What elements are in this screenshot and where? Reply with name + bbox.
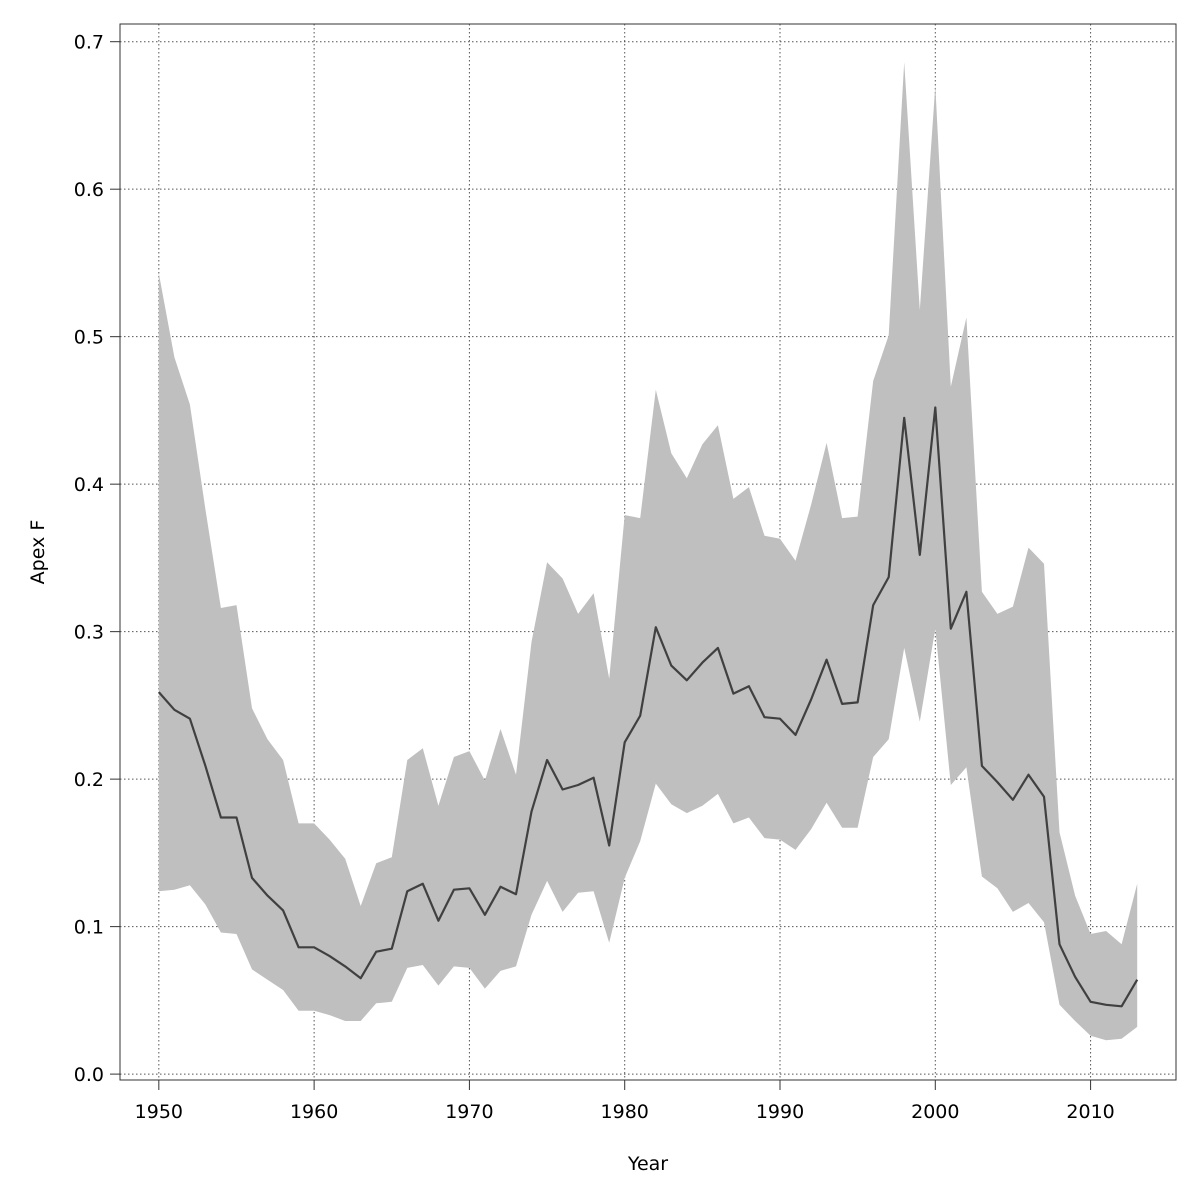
y-tick-label: 0.5 [74,327,104,349]
x-tick-label: 1990 [756,1101,804,1123]
x-tick-label: 2010 [1066,1101,1114,1123]
y-tick-label: 0.3 [74,622,104,644]
x-axis-title: Year [627,1153,668,1175]
y-tick-label: 0.1 [74,917,104,939]
confidence-band [158,62,1138,1041]
x-tick-label: 2000 [911,1101,959,1123]
y-tick-label: 0.0 [74,1064,104,1086]
axes: 1950 1960 1970 1980 1990 2000 2010 0.0 0.1 0.2 0.3… [74,32,1115,1123]
y-axis-title: Apex F [27,520,49,585]
y-tick-label: 0.7 [74,32,104,54]
y-tick-label: 0.2 [74,769,104,791]
plot-frame [119,23,1177,1081]
x-tick-label: 1950 [135,1101,183,1123]
x-tick-label: 1980 [601,1101,649,1123]
y-tick-label: 0.4 [74,474,104,496]
x-tick-label: 1960 [290,1101,338,1123]
x-tick-label: 1970 [445,1101,493,1123]
apex-f-line [157,406,1139,1008]
y-tick-label: 0.6 [74,179,104,201]
